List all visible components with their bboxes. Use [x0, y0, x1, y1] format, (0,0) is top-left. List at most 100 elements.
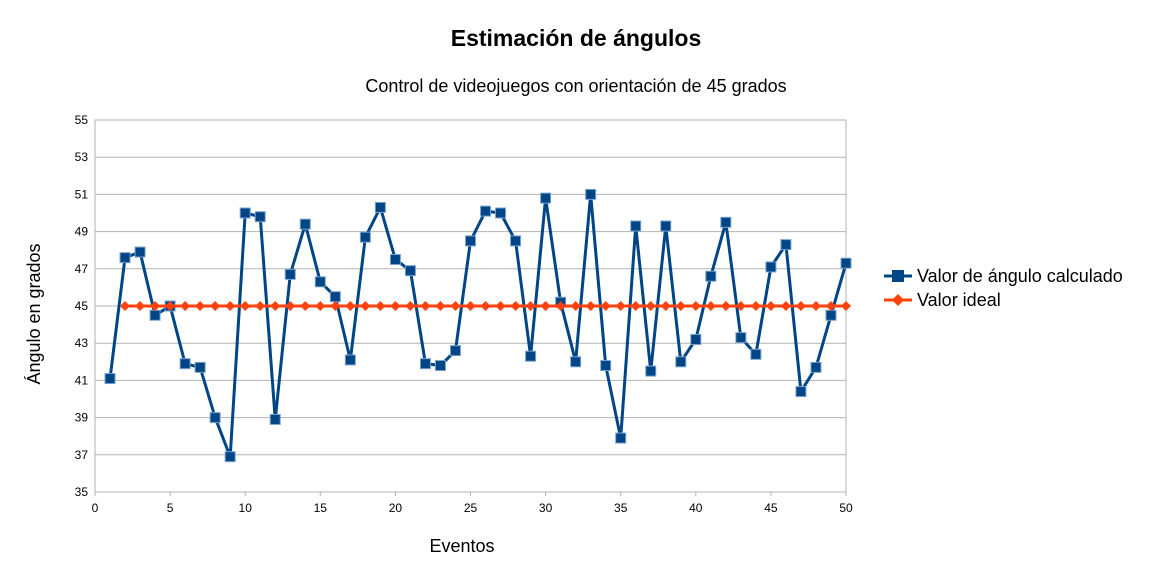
data-point [690, 301, 701, 311]
legend-label-calculated: Valor de ángulo calculado [917, 266, 1123, 286]
chart-title: Estimación de ángulos [451, 25, 702, 51]
y-axis-label: Ángulo en grados [24, 243, 44, 384]
data-point [510, 301, 521, 311]
y-tick-labels: 35 37 39 41 43 45 47 49 51 53 55 [75, 113, 89, 499]
data-point [690, 333, 702, 345]
x-tick-label: 45 [764, 501, 778, 515]
data-point [615, 301, 626, 311]
y-tick-label: 55 [75, 113, 89, 127]
data-point [195, 301, 206, 311]
data-point [750, 301, 761, 311]
data-point [780, 239, 792, 251]
data-point [360, 301, 371, 311]
y-tick-label: 45 [75, 299, 89, 313]
x-tick-label: 10 [239, 501, 253, 515]
x-tick-label: 30 [539, 501, 553, 515]
data-point [135, 301, 146, 311]
data-point [449, 345, 461, 357]
series-0 [104, 188, 852, 463]
x-tick-labels: 0 5 10 15 20 25 30 35 40 45 50 [92, 501, 853, 515]
data-point [555, 301, 566, 311]
data-point [284, 268, 296, 280]
data-point [645, 301, 656, 311]
data-point [119, 252, 131, 264]
data-point [180, 301, 191, 311]
data-point [480, 301, 491, 311]
data-point [525, 350, 537, 362]
x-tick-label: 40 [689, 501, 703, 515]
data-point [540, 192, 552, 204]
legend-marker-ideal [892, 294, 904, 306]
data-point [720, 301, 731, 311]
data-point [239, 207, 251, 219]
data-point [840, 257, 852, 269]
data-point [510, 235, 522, 247]
data-point [330, 301, 341, 311]
legend-entry-ideal: Valor ideal [884, 290, 1001, 310]
data-point [329, 291, 341, 303]
data-point [645, 365, 657, 377]
data-point [179, 358, 191, 370]
data-point [345, 301, 356, 311]
x-tick-label: 0 [92, 501, 99, 515]
data-point [765, 261, 777, 273]
data-point [434, 360, 446, 372]
x-tick-label: 20 [389, 501, 403, 515]
y-tick-label: 37 [75, 448, 89, 462]
data-point [120, 301, 131, 311]
data-point [660, 301, 671, 311]
series-layer [104, 188, 852, 463]
data-point [765, 301, 776, 311]
data-point [389, 254, 401, 265]
data-point [374, 201, 386, 213]
data-point [585, 188, 597, 200]
data-point [495, 207, 507, 219]
data-point [841, 301, 851, 311]
data-point [780, 301, 791, 311]
data-point [299, 218, 311, 230]
data-point [435, 301, 446, 311]
data-point [660, 220, 672, 232]
data-point [104, 373, 116, 385]
series-1 [120, 301, 851, 311]
legend: Valor de ángulo calculado Valor ideal [884, 266, 1123, 310]
data-point [375, 301, 386, 311]
data-point [404, 265, 416, 277]
data-point [254, 211, 266, 223]
data-point [705, 270, 717, 282]
data-point [675, 301, 686, 311]
data-point [810, 361, 822, 373]
x-tick-label: 15 [314, 501, 328, 515]
x-tick-label: 5 [167, 501, 174, 515]
data-point [419, 358, 431, 370]
data-point [285, 301, 296, 311]
data-point [600, 360, 612, 372]
legend-label-ideal: Valor ideal [917, 290, 1001, 310]
data-point [810, 301, 821, 311]
data-point [450, 301, 461, 311]
data-point [465, 235, 476, 247]
data-point [420, 301, 431, 311]
data-point [134, 246, 146, 258]
data-point [150, 301, 161, 311]
data-point [209, 412, 221, 424]
data-point [224, 451, 236, 463]
x-tick-label: 50 [839, 501, 853, 515]
data-point [314, 276, 326, 288]
data-point [405, 301, 416, 311]
x-tick-label: 25 [464, 501, 478, 515]
data-point [615, 432, 627, 444]
data-point [240, 301, 251, 311]
data-point [720, 216, 732, 228]
data-point [750, 348, 762, 360]
data-point [315, 301, 326, 311]
chart-subtitle: Control de videojuegos con orientación d… [365, 76, 786, 96]
data-point [585, 301, 596, 311]
legend-marker-calculated [892, 270, 904, 282]
data-point [630, 220, 642, 232]
y-tick-label: 41 [75, 373, 89, 387]
series-line [108, 192, 848, 459]
data-point [600, 301, 611, 311]
data-point [344, 354, 356, 366]
